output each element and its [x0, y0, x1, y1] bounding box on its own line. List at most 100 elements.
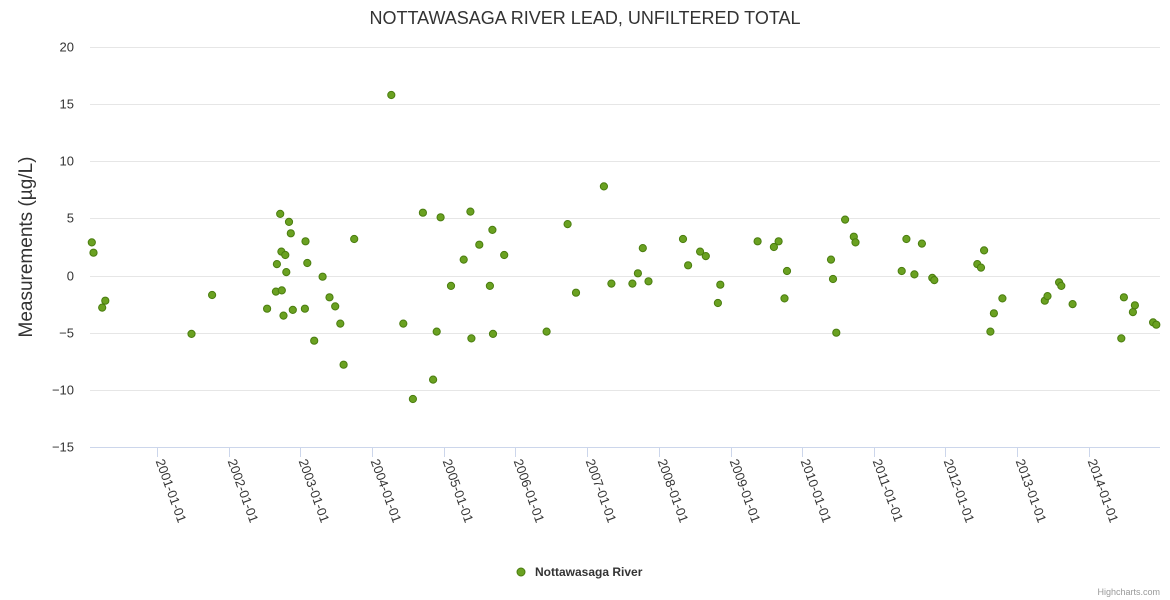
data-point[interactable] [897, 266, 906, 276]
data-point[interactable] [917, 239, 927, 248]
data-point[interactable] [841, 215, 850, 224]
data-point[interactable] [989, 309, 999, 318]
data-point[interactable] [284, 217, 294, 226]
data-point[interactable] [701, 252, 710, 261]
data-point[interactable] [832, 328, 841, 337]
data-point[interactable] [769, 242, 779, 252]
data-point[interactable] [774, 237, 783, 246]
data-point[interactable] [318, 272, 327, 281]
data-point[interactable] [281, 250, 290, 260]
data-point[interactable] [282, 268, 291, 277]
data-point[interactable] [399, 319, 408, 328]
data-point[interactable] [286, 229, 295, 238]
data-point[interactable] [436, 213, 445, 222]
scatter-points [87, 90, 1161, 404]
data-point[interactable] [644, 277, 653, 286]
data-point[interactable] [1119, 293, 1129, 302]
data-point[interactable] [387, 90, 396, 100]
data-point[interactable] [272, 260, 281, 269]
data-point[interactable] [339, 360, 348, 369]
data-point[interactable] [1130, 301, 1140, 310]
data-point[interactable] [542, 327, 551, 336]
data-point[interactable] [418, 208, 427, 217]
y-tick-label: −5 [59, 326, 74, 341]
data-point[interactable] [828, 274, 838, 284]
data-point[interactable] [998, 294, 1007, 303]
data-point[interactable] [89, 248, 98, 257]
data-point[interactable] [350, 234, 359, 244]
data-point[interactable] [187, 329, 196, 338]
data-point[interactable] [1152, 320, 1161, 329]
data-point[interactable] [678, 234, 688, 244]
legend[interactable]: Nottawasaga River [516, 565, 643, 579]
data-point[interactable] [633, 269, 643, 278]
data-point[interactable] [1068, 300, 1077, 309]
y-tick-label: 20 [60, 40, 74, 55]
y-tick-label: 15 [60, 97, 74, 112]
data-point[interactable] [599, 182, 609, 191]
data-point[interactable] [753, 237, 762, 246]
data-point[interactable] [851, 238, 860, 247]
data-point[interactable] [782, 266, 792, 276]
data-point[interactable] [1117, 334, 1126, 343]
legend-marker-icon[interactable] [516, 567, 526, 577]
data-point[interactable] [826, 255, 836, 264]
data-point[interactable] [98, 303, 107, 312]
y-tick-label: −15 [52, 440, 74, 455]
data-point[interactable] [500, 250, 509, 260]
data-point[interactable] [475, 240, 484, 249]
data-point[interactable] [466, 207, 475, 216]
data-point[interactable] [1057, 281, 1066, 290]
data-point[interactable] [279, 311, 288, 320]
data-point[interactable] [467, 334, 476, 343]
data-point[interactable] [980, 246, 989, 255]
y-axis-tick-labels: −15 −10 −5 0 5 10 15 20 [52, 40, 74, 455]
data-point[interactable] [408, 394, 417, 404]
chart-title: NOTTAWASAGA RIVER LEAD, UNFILTERED TOTAL [369, 8, 800, 28]
data-point[interactable] [300, 304, 309, 313]
data-point[interactable] [1128, 308, 1138, 317]
data-point[interactable] [571, 288, 581, 297]
data-point[interactable] [87, 238, 96, 247]
data-point[interactable] [780, 294, 789, 303]
data-point[interactable] [488, 225, 497, 234]
data-point[interactable] [696, 247, 705, 256]
y-tick-label: 5 [67, 211, 74, 226]
data-point[interactable] [930, 276, 939, 285]
data-point[interactable] [325, 293, 334, 302]
data-point[interactable] [459, 255, 468, 264]
data-point[interactable] [276, 209, 285, 218]
data-point[interactable] [331, 302, 340, 311]
y-axis-title: Measurements (µg/L) [16, 157, 37, 338]
data-point[interactable] [303, 258, 312, 268]
data-point[interactable] [986, 327, 995, 336]
data-point[interactable] [101, 296, 110, 305]
data-point[interactable] [485, 281, 494, 290]
data-point[interactable] [716, 280, 725, 289]
data-point[interactable] [488, 329, 498, 338]
data-point[interactable] [638, 244, 647, 253]
data-point[interactable] [902, 234, 911, 244]
data-point[interactable] [910, 270, 919, 279]
data-point[interactable] [1043, 292, 1052, 301]
data-point[interactable] [208, 290, 217, 300]
data-point[interactable] [301, 237, 310, 246]
data-point[interactable] [563, 220, 572, 229]
credits-link[interactable]: Highcharts.com [1097, 587, 1160, 597]
data-point[interactable] [628, 279, 637, 288]
data-point[interactable] [607, 279, 616, 288]
data-point[interactable] [713, 298, 723, 308]
data-point[interactable] [446, 281, 456, 290]
data-point[interactable] [336, 319, 345, 328]
legend-item-nottawasaga-river[interactable]: Nottawasaga River [535, 565, 643, 579]
data-point[interactable] [277, 286, 286, 295]
data-point[interactable] [310, 336, 319, 345]
data-point[interactable] [429, 375, 438, 384]
data-point[interactable] [288, 305, 297, 314]
data-point[interactable] [263, 304, 272, 313]
data-point[interactable] [976, 263, 986, 272]
data-point[interactable] [432, 327, 441, 336]
data-point[interactable] [684, 261, 693, 270]
